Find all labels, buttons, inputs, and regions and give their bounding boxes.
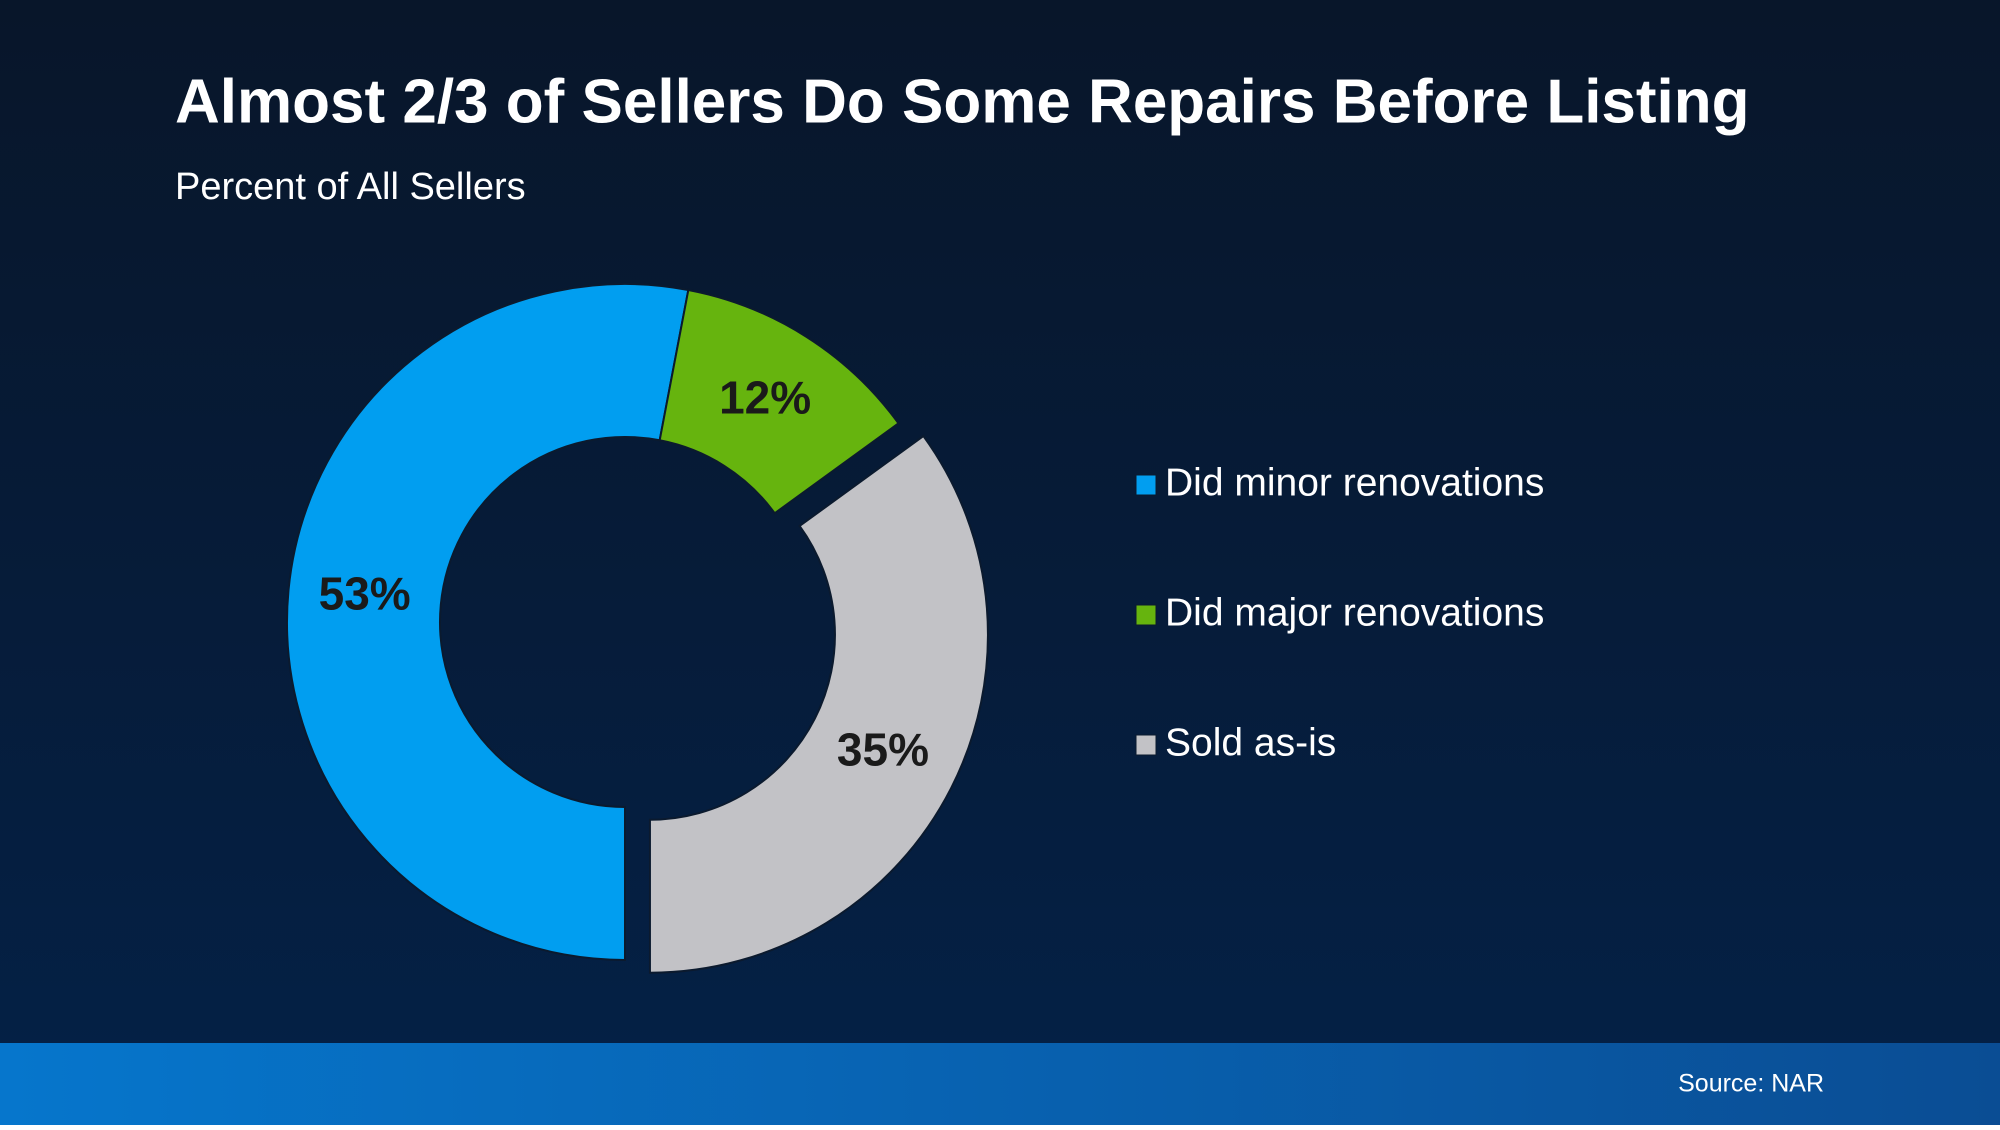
- footer-bar: [0, 1043, 2000, 1125]
- source: Source: NAR: [1678, 1070, 1824, 1098]
- legend-swatch: [1135, 474, 1157, 496]
- legend-swatch: [1135, 734, 1157, 756]
- legend-label: Did major renovations: [1165, 591, 1544, 634]
- legend-label: Did minor renovations: [1165, 461, 1544, 504]
- pie-slice: [648, 434, 989, 974]
- pie-slice: [658, 288, 900, 515]
- pie-slice: [286, 283, 690, 962]
- chart-title: Almost 2/3 of Sellers Do Some Repairs Be…: [175, 67, 1750, 136]
- data-label: 35%: [837, 724, 929, 776]
- data-label: 12%: [719, 371, 811, 423]
- legend-label: Sold as-is: [1165, 721, 1336, 764]
- chart-subtitle: Percent of All Sellers: [175, 166, 526, 208]
- data-label: 53%: [319, 568, 411, 620]
- legend-swatch: [1135, 604, 1157, 626]
